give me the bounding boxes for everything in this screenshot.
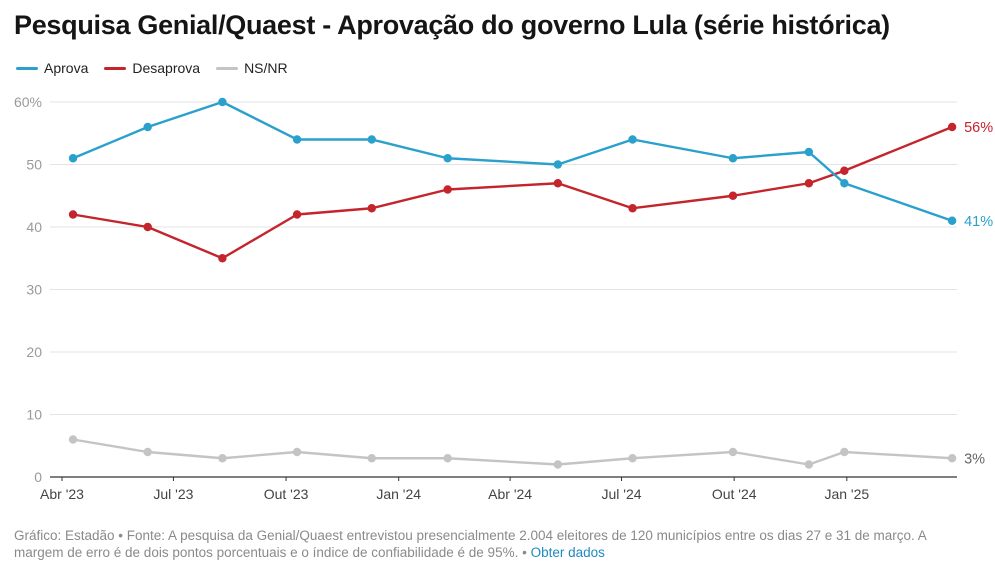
data-point-aprova xyxy=(443,154,452,163)
series-line-nsnr xyxy=(71,438,954,466)
data-point-aprova xyxy=(143,122,152,132)
data-point-aprova xyxy=(292,135,302,144)
get-data-link[interactable]: Obter dados xyxy=(530,545,605,560)
y-tick-label: 30 xyxy=(26,282,42,298)
x-tick-label: Jan '24 xyxy=(376,486,421,502)
chart-title: Pesquisa Genial/Quaest - Aprovação do go… xyxy=(14,10,890,40)
data-point-nsnr xyxy=(143,447,152,457)
legend-label-desaprova: Desaprova xyxy=(132,60,201,76)
legend: Aprova Desaprova NS/NR xyxy=(16,60,288,76)
legend-label-nsnr: NS/NR xyxy=(244,60,288,76)
data-point-desaprova xyxy=(553,179,563,188)
data-point-aprova xyxy=(68,154,78,163)
legend-item-aprova: Aprova xyxy=(16,60,88,76)
y-tick-label: 60% xyxy=(14,94,42,110)
data-point-desaprova xyxy=(68,210,78,219)
end-label-desaprova: 56% xyxy=(964,120,993,136)
data-point-nsnr xyxy=(628,454,637,463)
data-point-desaprova xyxy=(628,204,637,213)
data-point-desaprova xyxy=(947,122,957,132)
data-point-aprova xyxy=(804,147,814,157)
legend-swatch-desaprova xyxy=(104,66,127,70)
data-point-nsnr xyxy=(840,447,849,457)
data-point-nsnr xyxy=(804,460,814,469)
data-point-aprova xyxy=(628,135,637,144)
data-point-nsnr xyxy=(367,454,376,463)
y-tick-label: 40 xyxy=(26,219,42,235)
data-point-nsnr xyxy=(553,460,563,469)
data-point-nsnr xyxy=(947,454,957,463)
y-tick-label: 10 xyxy=(26,407,42,423)
data-point-desaprova xyxy=(367,204,376,213)
data-point-aprova xyxy=(367,135,376,144)
data-point-aprova xyxy=(218,97,227,107)
x-tick-label: Jul '23 xyxy=(153,486,193,502)
data-point-desaprova xyxy=(218,254,227,263)
data-point-desaprova xyxy=(728,191,738,200)
legend-item-nsnr: NS/NR xyxy=(216,60,288,76)
x-tick-label: Jul '24 xyxy=(602,486,642,502)
series-line-aprova xyxy=(71,100,954,222)
y-tick-label: 50 xyxy=(26,157,42,173)
x-tick-label: Out '23 xyxy=(264,486,309,502)
legend-item-desaprova: Desaprova xyxy=(104,60,200,76)
data-point-desaprova xyxy=(443,185,452,194)
data-point-aprova xyxy=(947,216,957,225)
data-point-desaprova xyxy=(143,222,152,232)
data-point-desaprova xyxy=(804,179,814,188)
data-point-aprova xyxy=(840,179,849,188)
y-tick-label: 0 xyxy=(34,469,42,485)
data-point-desaprova xyxy=(292,210,302,219)
data-point-nsnr xyxy=(292,447,302,457)
data-point-nsnr xyxy=(218,454,227,463)
x-tick-label: Abr '24 xyxy=(488,486,532,502)
legend-label-aprova: Aprova xyxy=(44,60,89,76)
legend-swatch-aprova xyxy=(16,66,38,70)
data-point-nsnr xyxy=(68,435,78,444)
x-tick-label: Out '24 xyxy=(712,486,757,502)
end-label-nsnr: 3% xyxy=(964,451,985,467)
data-point-nsnr xyxy=(728,447,738,457)
chart-footer: Gráfico: Estadão • Fonte: A pesquisa da … xyxy=(14,527,974,561)
x-tick-label: Abr '23 xyxy=(40,486,84,502)
end-label-aprova: 41% xyxy=(964,214,993,230)
data-point-desaprova xyxy=(840,166,849,175)
series-line-desaprova xyxy=(71,125,954,260)
x-tick-label: Jan '25 xyxy=(824,486,869,502)
legend-swatch-nsnr xyxy=(216,66,239,70)
data-point-aprova xyxy=(728,154,738,163)
data-point-aprova xyxy=(553,160,563,169)
data-point-nsnr xyxy=(443,454,452,463)
footer-source-text: Gráfico: Estadão • Fonte: A pesquisa da … xyxy=(14,528,927,560)
y-tick-label: 20 xyxy=(26,344,42,360)
